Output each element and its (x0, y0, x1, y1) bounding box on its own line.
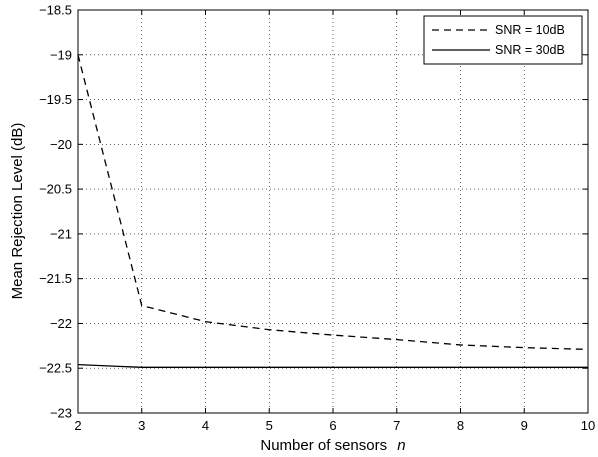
x-tick-label: 5 (266, 418, 273, 433)
x-tick-label: 7 (393, 418, 400, 433)
y-tick-label: −21.5 (39, 271, 72, 286)
y-tick-label: −18.5 (39, 3, 72, 18)
legend: SNR = 10dB SNR = 30dB (423, 15, 583, 65)
series-line-snr-10db (77, 54, 589, 351)
series-line-snr-30db (77, 363, 588, 368)
y-tick-labels: −23 −22.5 −22 −21.5 −21 −20.5 −20 −19.5 −19 −18.5 (39, 3, 72, 421)
x-tick-label: 3 (138, 418, 145, 433)
y-tick-label: −23 (50, 406, 72, 421)
x-axis-label: Number of sensors n (260, 437, 405, 454)
x-tick-labels: 2 3 4 5 6 7 8 9 10 (74, 418, 595, 433)
y-tick-label: −22.5 (39, 361, 72, 376)
plot-background (78, 10, 588, 413)
x-axis-label-text: Number of sensors (260, 437, 387, 454)
legend-label-snr-30db: SNR = 30dB (495, 43, 565, 57)
x-axis-label-variable: n (397, 437, 405, 454)
x-tick-label: 6 (329, 418, 336, 433)
x-tick-label: 4 (202, 418, 209, 433)
y-tick-label: −20.5 (39, 182, 72, 197)
legend-label-snr-10db: SNR = 10dB (495, 23, 565, 37)
series-lines (77, 54, 589, 368)
grid-lines (78, 10, 588, 413)
y-tick-label: −19.5 (39, 92, 72, 107)
y-tick-label: −22 (50, 316, 72, 331)
x-tick-label: 2 (74, 418, 81, 433)
x-tick-label: 9 (521, 418, 528, 433)
y-axis-label: Mean Rejection Level (dB) (9, 123, 26, 300)
x-tick-label: 8 (457, 418, 464, 433)
y-tick-label: −21 (50, 226, 72, 241)
x-tick-label: 10 (581, 418, 595, 433)
axis-ticks (77, 9, 589, 414)
y-tick-label: −19 (50, 47, 72, 62)
legend-box (423, 15, 583, 65)
y-tick-label: −20 (50, 137, 72, 152)
